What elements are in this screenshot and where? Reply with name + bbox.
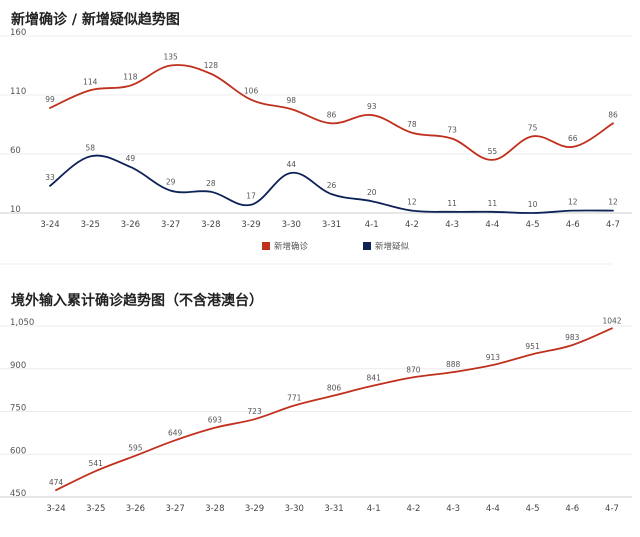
chart2-data-label: 913: [486, 353, 501, 362]
chart1-x-tick: 4-1: [365, 220, 379, 230]
chart1-data-label: 28: [206, 179, 216, 188]
chart2-data-label: 771: [287, 394, 302, 403]
chart2-x-tick: 3-31: [324, 504, 343, 514]
chart2-x-tick: 4-7: [605, 504, 619, 514]
chart1-x-tick: 3-30: [282, 220, 301, 230]
chart2-x-tick: 3-24: [46, 504, 65, 514]
chart1-x-tick: 3-29: [241, 220, 260, 230]
chart1-data-label: 118: [123, 73, 138, 82]
chart1-x-tick: 4-4: [485, 220, 499, 230]
chart2-x-tick: 4-1: [367, 504, 381, 514]
legend-label[interactable]: 新增疑似: [375, 241, 410, 252]
chart2-x-tick: 4-4: [486, 504, 500, 514]
chart1-y-tick: 160: [10, 28, 26, 38]
chart1-x-tick: 3-31: [322, 220, 341, 230]
chart1-data-label: 75: [528, 123, 538, 132]
chart1-y-tick: 110: [10, 87, 26, 97]
chart2-data-label: 595: [128, 444, 143, 453]
chart1-data-label: 78: [407, 120, 417, 129]
chart1-x-tick: 4-5: [526, 220, 540, 230]
chart2-title: 境外输入累计确诊趋势图（不含港澳台）: [11, 293, 263, 309]
chart1-x-tick: 4-3: [445, 220, 459, 230]
chart1-data-label: 44: [287, 160, 297, 169]
chart1-data-label: 114: [83, 77, 98, 86]
legend-label[interactable]: 新增确诊: [274, 241, 309, 252]
chart2-data-label: 723: [247, 407, 262, 416]
chart1-data-label: 12: [608, 198, 618, 207]
chart1-data-label: 135: [163, 53, 178, 62]
chart1-data-label: 20: [367, 188, 377, 197]
chart1-data-label: 26: [327, 181, 337, 190]
legend-swatch[interactable]: [363, 242, 371, 250]
chart2-y-tick: 450: [10, 489, 26, 499]
chart1-data-label: 49: [126, 154, 136, 163]
chart1-x-tick: 4-2: [405, 220, 419, 230]
chart2-y-tick: 1,050: [10, 318, 34, 328]
chart2-series-line: [55, 327, 613, 492]
chart1-x-tick: 3-27: [161, 220, 180, 230]
chart1-x-tick: 3-26: [121, 220, 140, 230]
chart1-y-tick: 60: [10, 146, 21, 156]
chart2-x-tick: 4-2: [406, 504, 420, 514]
chart1-data-label: 73: [447, 126, 457, 135]
chart1-title: 新增确诊 / 新增疑似趋势图: [11, 12, 180, 28]
chart1-x-tick: 3-28: [201, 220, 220, 230]
legend-swatch[interactable]: [262, 242, 270, 250]
chart1-data-label: 93: [367, 102, 377, 111]
chart2-data-label: 693: [208, 416, 223, 425]
chart2-x-tick: 4-5: [526, 504, 540, 514]
chart1-series-line: [49, 154, 614, 214]
chart1-data-label: 33: [45, 173, 55, 182]
chart2-x-tick: 3-27: [165, 504, 184, 514]
chart1-data-label: 86: [608, 110, 618, 119]
chart1-data-label: 55: [488, 147, 498, 156]
chart1-data-label: 66: [568, 134, 578, 143]
chart2-x-tick: 3-28: [205, 504, 224, 514]
chart1-data-label: 11: [488, 199, 498, 208]
chart1-series-line: [49, 64, 614, 161]
chart1-data-label: 11: [447, 199, 457, 208]
chart1-data-label: 128: [204, 61, 219, 70]
chart1-data-label: 12: [407, 198, 417, 207]
chart2-data-label: 1042: [602, 316, 621, 325]
chart1-x-tick: 4-7: [606, 220, 620, 230]
chart2-x-tick: 3-25: [86, 504, 105, 514]
chart2-x-tick: 4-6: [565, 504, 579, 514]
chart2-y-tick: 600: [10, 446, 26, 456]
chart1-data-label: 12: [568, 198, 578, 207]
chart1-data-label: 29: [166, 178, 176, 187]
chart2-data-label: 806: [327, 384, 342, 393]
chart2-data-label: 841: [367, 374, 382, 383]
chart1-x-tick: 3-24: [40, 220, 59, 230]
chart2-y-tick: 750: [10, 404, 26, 414]
chart2-data-label: 951: [525, 342, 540, 351]
chart2-data-label: 474: [49, 478, 64, 487]
chart2-data-label: 983: [565, 333, 580, 342]
chart1-data-label: 98: [287, 96, 297, 105]
chart2-data-label: 888: [446, 360, 461, 369]
chart2-x-tick: 4-3: [446, 504, 460, 514]
chart1-x-tick: 3-25: [81, 220, 100, 230]
chart2-y-tick: 900: [10, 361, 26, 371]
chart2-x-tick: 3-26: [126, 504, 145, 514]
chart2-x-tick: 3-29: [245, 504, 264, 514]
chart1-data-label: 106: [244, 87, 259, 96]
chart1-x-tick: 4-6: [566, 220, 580, 230]
chart2-data-label: 870: [406, 365, 421, 374]
chart1-data-label: 86: [327, 110, 337, 119]
chart1-y-tick: 10: [10, 205, 21, 215]
chart1-data-label: 10: [528, 200, 538, 209]
chart1-data-label: 99: [45, 95, 55, 104]
chart2-x-tick: 3-30: [285, 504, 304, 514]
chart2-data-label: 649: [168, 428, 183, 437]
chart1-data-label: 58: [85, 143, 95, 152]
chart2-data-label: 541: [89, 459, 104, 468]
chart1-data-label: 17: [246, 192, 256, 201]
